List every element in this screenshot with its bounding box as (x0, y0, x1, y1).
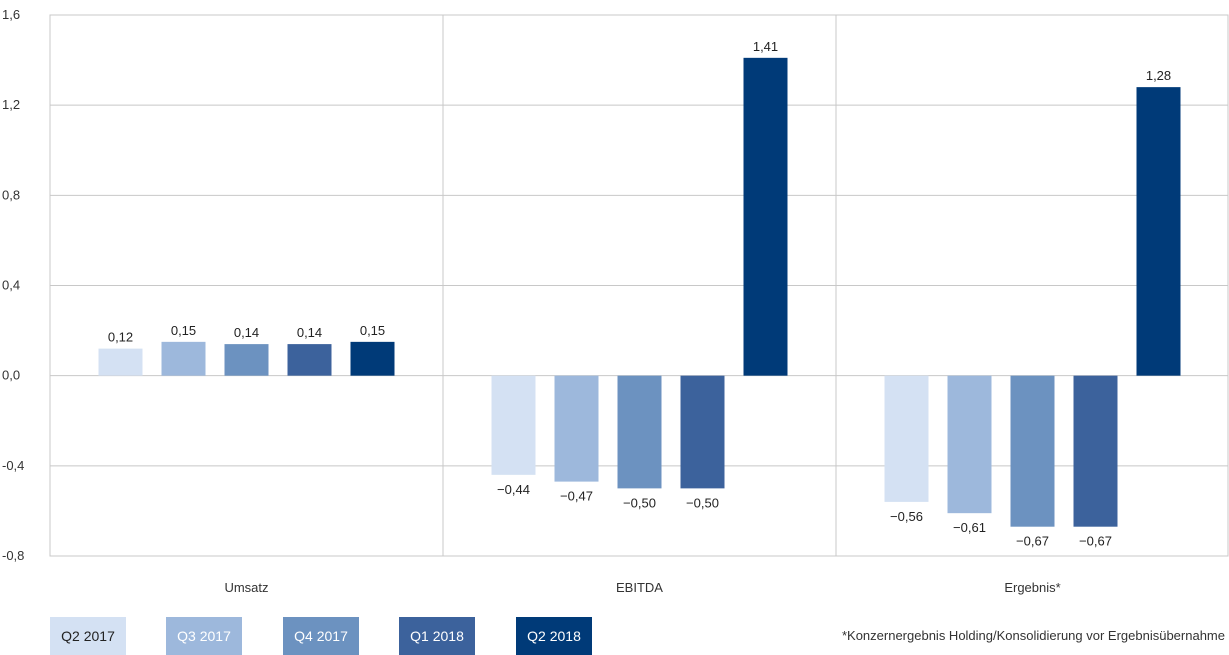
y-tick-label: 1,6 (2, 7, 20, 22)
data-label: 0,12 (108, 330, 133, 345)
y-tick-label: 0,4 (2, 278, 20, 293)
bar-chart: 1,6 1,2 0,8 0,4 0,0 -0,4 -0,8 0,12 0,15 0,14 0,14… (2, 7, 1229, 595)
data-label: −0,47 (560, 489, 593, 504)
y-tick-label: 0,8 (2, 187, 20, 202)
bar (98, 348, 143, 376)
data-label: 1,41 (753, 39, 778, 54)
category-label: EBITDA (616, 580, 663, 595)
data-label: 0,14 (234, 325, 259, 340)
legend-item: Q1 2018 (399, 617, 475, 655)
bar (743, 57, 788, 376)
data-label: −0,50 (686, 495, 719, 510)
data-label: 0,15 (171, 323, 196, 338)
y-tick-label: 0,0 (2, 368, 20, 383)
legend: Q2 2017 Q3 2017 Q4 2017 Q1 2018 Q2 2018 (0, 617, 1229, 655)
bar (947, 375, 992, 514)
bar (1073, 375, 1118, 527)
data-labels: 0,12 0,15 0,14 0,14 0,15 −0,44 −0,47 −0,50 −0,50… (108, 39, 1171, 549)
legend-item: Q2 2018 (516, 617, 592, 655)
bar (680, 375, 725, 489)
y-tick-label: 1,2 (2, 97, 20, 112)
legend-item: Q2 2017 (50, 617, 126, 655)
legend-item: Q4 2017 (283, 617, 359, 655)
bar (224, 344, 269, 376)
bars (98, 57, 1181, 527)
y-axis: 1,6 1,2 0,8 0,4 0,0 -0,4 -0,8 (2, 7, 24, 563)
bar (1136, 87, 1181, 376)
bar (617, 375, 662, 489)
category-label: Ergebnis* (1004, 580, 1060, 595)
data-label: 0,15 (360, 323, 385, 338)
y-tick-label: -0,8 (2, 548, 24, 563)
data-label: −0,44 (497, 482, 530, 497)
data-label: 0,14 (297, 325, 322, 340)
footnote: *Konzernergebnis Holding/Konsolidierung … (841, 628, 1225, 643)
bar (884, 375, 929, 502)
category-label: Umsatz (224, 580, 268, 595)
y-tick-label: -0,4 (2, 458, 24, 473)
bar (554, 375, 599, 482)
data-label: −0,56 (890, 509, 923, 524)
legend-item: Q3 2017 (166, 617, 242, 655)
x-axis-categories: Umsatz EBITDA Ergebnis* (224, 580, 1060, 595)
bar (161, 341, 206, 376)
bar (1010, 375, 1055, 527)
data-label: −0,50 (623, 495, 656, 510)
data-label: 1,28 (1146, 68, 1171, 83)
data-label: −0,61 (953, 520, 986, 535)
data-label: −0,67 (1016, 534, 1049, 549)
bar (491, 375, 536, 475)
data-label: −0,67 (1079, 534, 1112, 549)
bar (287, 344, 332, 376)
bar (350, 341, 395, 376)
